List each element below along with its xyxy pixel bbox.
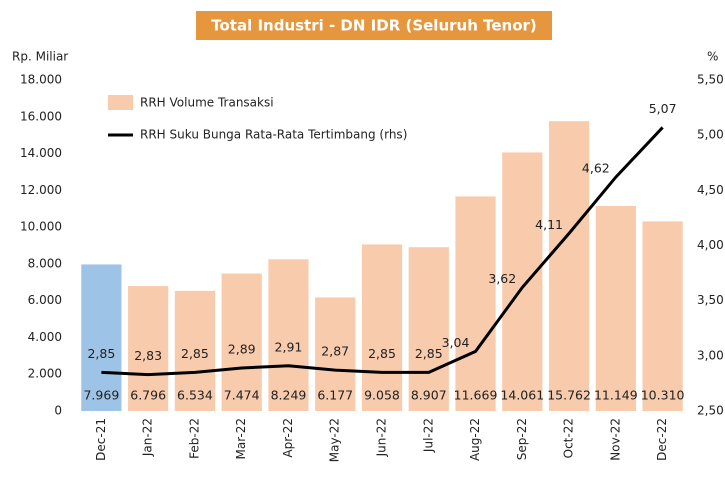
line-value-label: 2,83 <box>134 348 162 363</box>
line-value-label: 2,85 <box>87 346 115 361</box>
y2-tick-label: 4,50 <box>697 183 724 197</box>
line-value-label: 2,89 <box>228 341 256 356</box>
line-value-label: 3,04 <box>442 335 470 350</box>
y-tick-label: 0 <box>54 404 62 418</box>
y-tick-label: 8.000 <box>28 256 62 270</box>
y2-tick-label: 2,50 <box>697 404 724 418</box>
x-tick-label: Mar-22 <box>234 418 248 459</box>
x-tick-label: Jun-22 <box>375 418 389 457</box>
y-tick-label: 6.000 <box>28 293 62 307</box>
legend-label: RRH Suku Bunga Rata-Rata Tertimbang (rhs… <box>140 128 407 142</box>
bar-value-label: 6.534 <box>177 388 213 403</box>
bar-value-label: 7.474 <box>224 388 260 403</box>
y-tick-label: 18.000 <box>20 73 62 87</box>
bar-value-label: 10.310 <box>641 388 685 403</box>
x-tick-label: Dec-22 <box>655 418 669 461</box>
line-value-label: 2,91 <box>275 339 303 354</box>
line-value-label: 2,85 <box>181 346 209 361</box>
bar <box>315 297 356 411</box>
x-tick-label: Jul-22 <box>421 418 435 453</box>
bar-value-label: 9.058 <box>364 388 400 403</box>
bar <box>128 286 169 411</box>
bar-value-label: 8.907 <box>411 388 447 403</box>
y2-tick-label: 3,50 <box>697 293 724 307</box>
y-axis-label: Rp. Miliar <box>12 50 68 64</box>
line-value-label: 2,87 <box>321 344 349 359</box>
bar-value-label: 7.969 <box>83 388 119 403</box>
line-value-label: 3,62 <box>488 271 516 286</box>
y-tick-label: 14.000 <box>20 146 62 160</box>
bar-value-label: 6.796 <box>130 388 166 403</box>
y2-tick-label: 5,00 <box>697 128 724 142</box>
line-value-label: 4,62 <box>582 161 610 176</box>
bar <box>548 121 590 412</box>
bar-value-label: 6.177 <box>317 388 353 403</box>
x-tick-label: Apr-22 <box>281 418 295 458</box>
bar <box>268 259 309 411</box>
bar <box>81 264 122 411</box>
y-tick-label: 2.000 <box>28 367 62 381</box>
bar <box>221 273 262 411</box>
x-tick-label: Sep-22 <box>515 418 529 460</box>
bar-value-label: 11.669 <box>454 388 498 403</box>
bar <box>455 196 496 411</box>
bar <box>595 205 636 411</box>
y2-tick-label: 4,00 <box>697 238 724 252</box>
line-value-label: 5,07 <box>649 101 677 116</box>
x-tick-label: Feb-22 <box>187 418 201 459</box>
bar <box>502 152 543 411</box>
x-tick-label: Nov-22 <box>608 418 622 461</box>
line-value-label: 2,85 <box>368 346 396 361</box>
y-tick-label: 16.000 <box>20 109 62 123</box>
bar-value-label: 14.061 <box>500 388 544 403</box>
y2-axis-label: % <box>707 50 718 64</box>
line-value-label: 2,85 <box>415 346 443 361</box>
bar <box>174 290 216 411</box>
legend-label: RRH Volume Transaksi <box>140 96 274 110</box>
bar <box>408 247 449 411</box>
line-value-label: 4,11 <box>535 217 563 232</box>
bar-value-label: 11.149 <box>594 388 638 403</box>
bar <box>361 244 403 411</box>
bar-value-label: 8.249 <box>271 388 307 403</box>
chart-title: Total Industri - DN IDR (Seluruh Tenor) <box>211 17 537 35</box>
x-tick-label: May-22 <box>328 418 342 462</box>
legend-swatch <box>108 95 133 110</box>
line <box>101 126 664 377</box>
y-tick-label: 4.000 <box>28 330 62 344</box>
bar <box>642 221 683 411</box>
y-tick-label: 12.000 <box>20 183 62 197</box>
x-tick-label: Oct-22 <box>562 418 576 458</box>
x-tick-label: Aug-22 <box>468 418 482 461</box>
y2-tick-label: 5,50 <box>697 73 724 87</box>
bar-value-label: 15.762 <box>547 388 591 403</box>
y-tick-label: 10.000 <box>20 220 62 234</box>
x-tick-label: Jan-22 <box>141 418 155 457</box>
title-box <box>196 11 552 40</box>
x-tick-label: Dec-21 <box>94 418 108 461</box>
y2-tick-label: 3,00 <box>697 348 724 362</box>
